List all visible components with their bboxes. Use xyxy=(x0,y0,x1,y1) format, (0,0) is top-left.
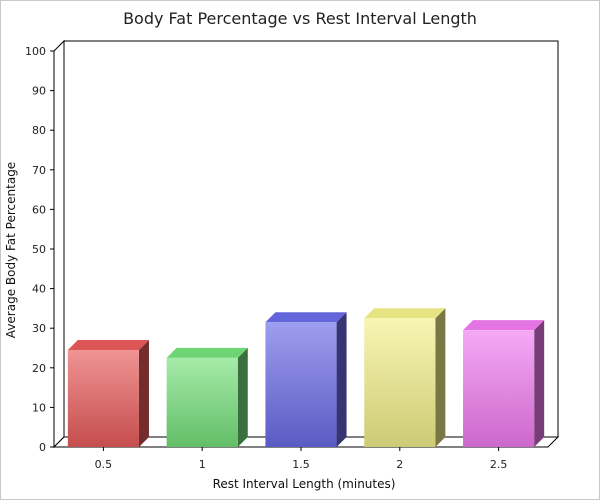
left-wall xyxy=(53,39,65,449)
y-tick-label: 70 xyxy=(32,164,46,177)
bar xyxy=(166,357,238,447)
y-tick-label: 80 xyxy=(32,124,46,137)
y-tick-label: 30 xyxy=(32,322,46,335)
x-tick-label: 1.5 xyxy=(292,458,310,471)
y-tick-label: 90 xyxy=(32,85,46,98)
y-tick-label: 10 xyxy=(32,401,46,414)
bar-top xyxy=(265,312,347,323)
bar-top xyxy=(463,320,545,331)
x-tick-label: 1 xyxy=(199,458,206,471)
y-tick-label: 20 xyxy=(32,362,46,375)
bar-side xyxy=(138,339,149,447)
y-tick-label: 60 xyxy=(32,203,46,216)
bar xyxy=(265,322,337,447)
bar-side xyxy=(237,347,248,447)
x-tick-label: 0.5 xyxy=(95,458,113,471)
bar-top xyxy=(67,339,149,350)
y-tick-label: 50 xyxy=(32,243,46,256)
bar xyxy=(67,349,139,447)
y-tick-label: 40 xyxy=(32,283,46,296)
bar xyxy=(463,330,535,447)
bar-top xyxy=(364,308,446,319)
y-axis-label: Average Body Fat Percentage xyxy=(4,162,18,338)
bar-side xyxy=(435,308,446,447)
chart-title: Body Fat Percentage vs Rest Interval Len… xyxy=(123,9,477,28)
bar-side xyxy=(336,312,347,447)
x-tick-label: 2.5 xyxy=(490,458,508,471)
x-tick-label: 2 xyxy=(396,458,403,471)
bar-side xyxy=(534,320,545,447)
y-tick-label: 100 xyxy=(25,45,46,58)
bar-top xyxy=(166,347,248,358)
bar xyxy=(364,318,436,447)
x-axis-label: Rest Interval Length (minutes) xyxy=(213,477,396,491)
y-tick-label: 0 xyxy=(39,441,46,454)
